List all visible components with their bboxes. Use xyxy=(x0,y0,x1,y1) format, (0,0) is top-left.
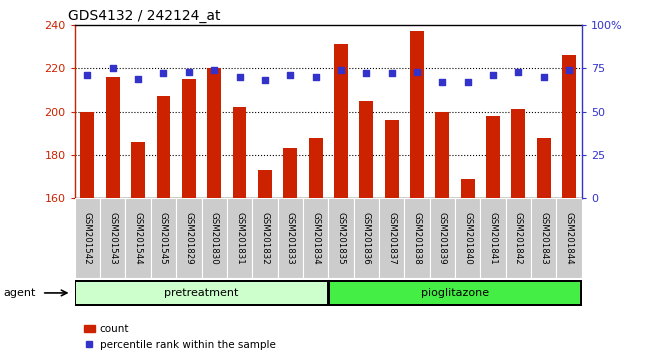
Bar xyxy=(359,101,373,354)
Point xyxy=(311,74,321,80)
Bar xyxy=(480,198,506,278)
Point xyxy=(564,67,575,73)
Bar xyxy=(506,198,531,278)
Point xyxy=(412,69,423,74)
Bar xyxy=(486,116,500,354)
Point xyxy=(335,67,346,73)
Bar xyxy=(562,55,576,354)
Text: GSM201833: GSM201833 xyxy=(286,212,294,264)
Point xyxy=(133,76,143,81)
Bar xyxy=(125,198,151,278)
Point xyxy=(488,72,499,78)
Bar xyxy=(436,112,449,354)
Text: GSM201832: GSM201832 xyxy=(261,212,269,264)
Text: GSM201840: GSM201840 xyxy=(463,212,472,264)
Bar xyxy=(227,198,252,278)
Bar xyxy=(303,198,328,278)
Bar xyxy=(75,198,100,278)
Bar xyxy=(207,68,221,354)
Bar xyxy=(461,179,474,354)
Bar xyxy=(330,281,580,304)
Text: pioglitazone: pioglitazone xyxy=(421,288,489,298)
Bar xyxy=(182,79,196,354)
Text: GSM201841: GSM201841 xyxy=(489,212,497,264)
Text: pretreatment: pretreatment xyxy=(164,288,239,298)
Bar xyxy=(176,198,202,278)
Point xyxy=(538,74,549,80)
Bar xyxy=(385,120,398,354)
Bar xyxy=(556,198,582,278)
Bar xyxy=(131,142,145,354)
Bar xyxy=(100,198,125,278)
Point xyxy=(386,70,396,76)
Text: GSM201544: GSM201544 xyxy=(134,212,142,264)
Bar xyxy=(455,198,480,278)
Bar xyxy=(258,170,272,354)
Text: GSM201545: GSM201545 xyxy=(159,212,168,264)
Point xyxy=(514,69,524,74)
Bar xyxy=(379,198,404,278)
Bar xyxy=(354,198,379,278)
Point xyxy=(437,79,448,85)
Bar xyxy=(430,198,455,278)
Text: GSM201831: GSM201831 xyxy=(235,212,244,264)
Point xyxy=(159,70,169,76)
Bar xyxy=(106,77,120,354)
Bar xyxy=(157,96,170,354)
Bar xyxy=(202,198,227,278)
Point xyxy=(463,79,473,85)
Text: GSM201838: GSM201838 xyxy=(413,212,421,264)
Bar xyxy=(404,198,430,278)
Bar xyxy=(76,281,327,304)
Text: GSM201830: GSM201830 xyxy=(210,212,218,264)
Text: GDS4132 / 242124_at: GDS4132 / 242124_at xyxy=(68,9,221,23)
Bar xyxy=(328,198,354,278)
Legend: count, percentile rank within the sample: count, percentile rank within the sample xyxy=(80,320,280,354)
Bar xyxy=(309,137,322,354)
Point xyxy=(82,72,93,78)
Point xyxy=(259,78,270,83)
Bar xyxy=(81,112,94,354)
Bar xyxy=(334,44,348,354)
Bar xyxy=(278,198,303,278)
Text: GSM201844: GSM201844 xyxy=(565,212,573,264)
Text: GSM201837: GSM201837 xyxy=(387,212,396,264)
Bar xyxy=(537,137,551,354)
Bar xyxy=(283,148,297,354)
Text: agent: agent xyxy=(3,288,36,298)
Point xyxy=(235,74,245,80)
Text: GSM201542: GSM201542 xyxy=(83,212,92,264)
Point xyxy=(285,72,295,78)
Bar xyxy=(512,109,525,354)
Text: GSM201836: GSM201836 xyxy=(362,212,370,264)
Bar xyxy=(531,198,556,278)
Text: GSM201842: GSM201842 xyxy=(514,212,523,264)
Bar xyxy=(151,198,176,278)
Text: GSM201829: GSM201829 xyxy=(185,212,193,264)
Text: GSM201543: GSM201543 xyxy=(109,212,117,264)
Bar xyxy=(252,198,278,278)
Point xyxy=(209,67,220,73)
Text: GSM201835: GSM201835 xyxy=(337,212,345,264)
Point xyxy=(108,65,118,71)
Point xyxy=(183,69,194,74)
Point xyxy=(361,70,372,76)
Text: GSM201834: GSM201834 xyxy=(311,212,320,264)
Text: GSM201843: GSM201843 xyxy=(540,212,548,264)
Bar xyxy=(410,31,424,354)
Bar xyxy=(233,107,246,354)
Text: GSM201839: GSM201839 xyxy=(438,212,447,264)
